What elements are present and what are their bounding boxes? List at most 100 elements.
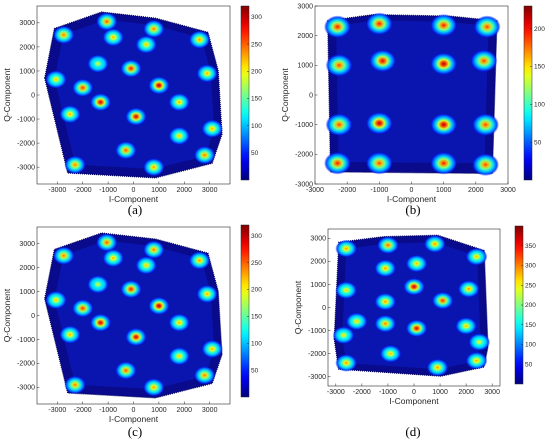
cluster-point <box>201 119 223 138</box>
cluster-point <box>472 113 499 136</box>
cluster-point <box>201 339 223 359</box>
x-tick-label: 2000 <box>177 187 193 194</box>
y-tick-label: 2000 <box>310 259 326 266</box>
cluster-point <box>374 259 397 278</box>
colorbar-tick-label: 150 <box>251 314 262 321</box>
cluster-point <box>365 12 393 36</box>
y-tick-label: 0 <box>322 305 326 312</box>
cluster-point <box>457 280 480 298</box>
cluster-point <box>405 319 428 338</box>
cluster-point <box>377 236 399 254</box>
x-axis-label: I-Component <box>109 194 159 204</box>
cluster-point <box>96 12 118 31</box>
y-tick-label: 3000 <box>19 20 35 27</box>
x-tick-label: -1000 <box>379 389 397 396</box>
x-tick-label: 1000 <box>151 187 167 194</box>
x-tick-label: 0 <box>412 389 416 396</box>
colorbar-tick-label: 200 <box>251 287 262 294</box>
y-tick-label: 2000 <box>19 44 35 51</box>
cluster-point <box>148 76 170 95</box>
x-tick-label: -1000 <box>99 187 117 194</box>
panel-b: -3000 -2000 -1000 0 1000 2000 3000-3000-2000-1… <box>280 3 545 217</box>
y-tick-label: -1000 <box>295 122 313 129</box>
y-tick-label: -1000 <box>17 116 35 123</box>
cluster-point <box>335 281 358 300</box>
y-tick-label: 0 <box>309 92 313 99</box>
colorbar-tick-label: 150 <box>525 322 536 329</box>
x-tick-label: 3000 <box>202 187 218 194</box>
cluster-point <box>102 249 124 268</box>
x-tick-label: 1000 <box>436 187 452 194</box>
cluster-point <box>465 351 488 370</box>
x-axis-label: I-Component <box>387 194 437 204</box>
y-tick-label: 1000 <box>310 282 326 289</box>
x-tick-label: 2000 <box>458 389 474 396</box>
cluster-point <box>324 15 351 39</box>
cluster-point <box>365 111 393 135</box>
colorbar-tick-label: 150 <box>534 64 545 71</box>
cluster-point <box>325 113 353 136</box>
x-tick-label: 0 <box>132 187 136 194</box>
cluster-point <box>472 153 499 176</box>
y-tick-label: 1000 <box>297 63 313 70</box>
cluster-point <box>59 105 81 124</box>
cluster-point <box>430 151 458 175</box>
cluster-point <box>365 151 393 175</box>
x-tick-label: -2000 <box>74 407 92 414</box>
y-tick-label: -2000 <box>17 361 35 368</box>
colorbar-tick-label: 250 <box>251 260 262 267</box>
cluster-point <box>423 235 446 253</box>
cluster-point <box>369 49 397 73</box>
cluster-point <box>64 155 86 174</box>
x-tick-label: 0 <box>410 187 414 194</box>
cluster-point <box>143 240 165 259</box>
noise-cloud-inner <box>342 242 481 370</box>
y-tick-label: 3000 <box>19 241 35 248</box>
y-tick-label: -1000 <box>17 337 35 344</box>
cluster-point <box>430 52 458 76</box>
x-tick-label: 2000 <box>177 407 193 414</box>
x-tick-label: -3000 <box>306 187 324 194</box>
cluster-point <box>72 299 94 318</box>
y-tick-label: -2000 <box>295 152 313 159</box>
cluster-point <box>188 30 211 49</box>
colorbar-tick-label: 200 <box>525 302 536 309</box>
y-tick-label: 3000 <box>297 3 313 10</box>
colorbar <box>240 5 250 181</box>
colorbar <box>240 224 250 398</box>
cluster-point <box>143 19 165 38</box>
panel-caption: (a) <box>128 202 142 217</box>
cluster-point <box>168 313 190 332</box>
cluster-point <box>115 141 137 160</box>
cluster-point <box>430 113 458 136</box>
y-tick-label: 0 <box>31 92 35 99</box>
cluster-point <box>403 277 425 296</box>
cluster-point <box>193 366 216 385</box>
cluster-point <box>430 13 458 37</box>
noise-cloud-inner <box>336 20 489 164</box>
cluster-point <box>102 28 124 47</box>
colorbar-tick-label: 300 <box>251 14 262 21</box>
y-tick-label: 2000 <box>297 33 313 40</box>
cluster-point <box>64 375 86 394</box>
y-tick-label: 3000 <box>310 236 326 243</box>
panel-d: -3000 -2000 -1000 0 1000 2000 3000-3000-2000-1… <box>293 225 536 439</box>
cluster-point <box>168 347 190 366</box>
cluster-point <box>115 361 137 380</box>
cluster-point <box>374 314 397 333</box>
cluster-point <box>455 317 477 335</box>
cluster-point <box>168 93 190 112</box>
x-tick-label: 0 <box>132 407 136 414</box>
colorbar-tick-label: 250 <box>251 41 262 48</box>
colorbar-tick-label: 150 <box>251 96 262 103</box>
cluster-point <box>379 344 402 363</box>
y-tick-label: -3000 <box>17 385 35 392</box>
x-tick-label: -3000 <box>327 389 345 396</box>
x-tick-label: 3000 <box>202 407 218 414</box>
x-tick-label: -2000 <box>338 187 356 194</box>
cluster-point <box>473 15 501 39</box>
cluster-point <box>196 64 218 83</box>
colorbar-tick-label: 50 <box>251 150 259 157</box>
panel-caption: (d) <box>405 424 420 439</box>
